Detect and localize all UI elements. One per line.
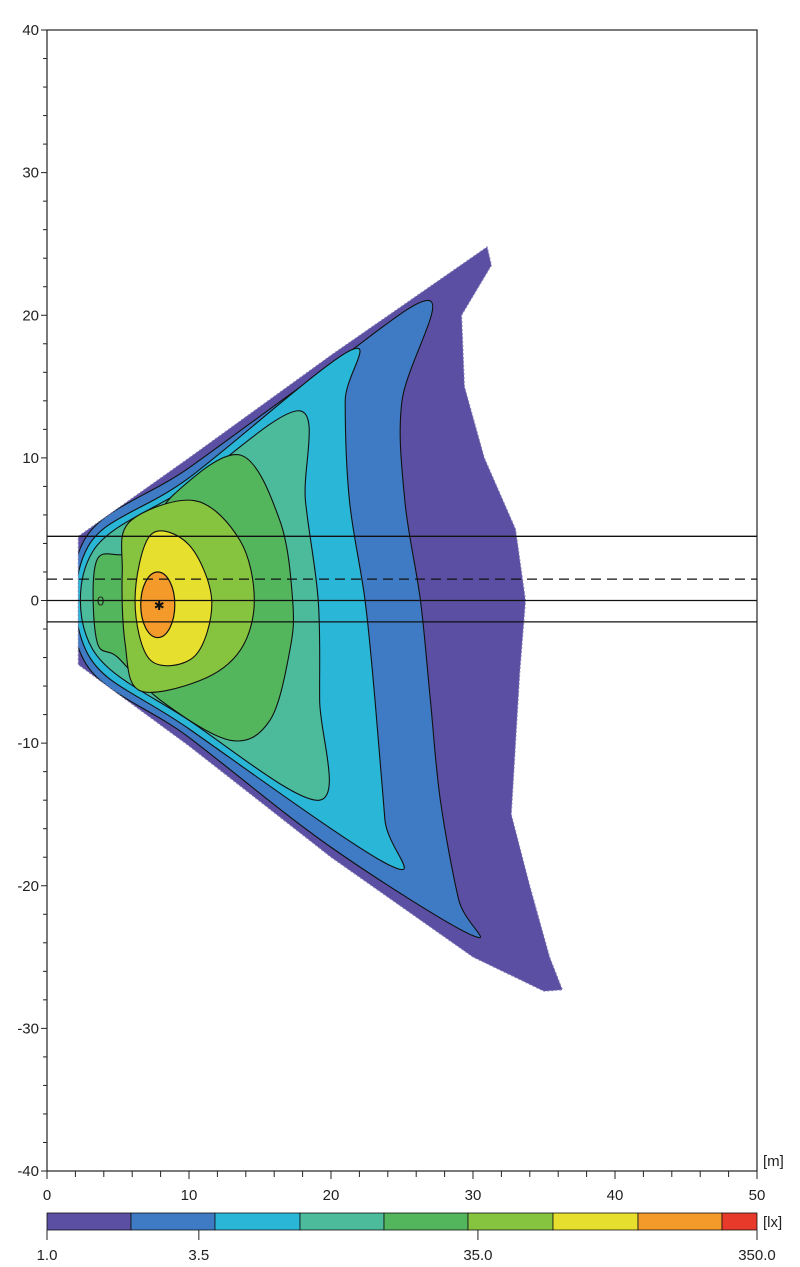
colorbar-unit: [lx] bbox=[763, 1214, 782, 1231]
x-axis-unit: [m] bbox=[763, 1153, 784, 1170]
reference-lines bbox=[47, 535, 757, 623]
colorbar-tick-label: 3.5 bbox=[188, 1247, 209, 1264]
contour-clip-group bbox=[78, 246, 563, 992]
y-tick-label: -30 bbox=[17, 1020, 39, 1037]
y-tick-label: 20 bbox=[22, 307, 39, 324]
y-tick-label: 30 bbox=[22, 165, 39, 182]
y-tick-label: -40 bbox=[17, 1163, 39, 1180]
x-tick-label: 40 bbox=[607, 1187, 624, 1204]
colorbar-segment bbox=[467, 1212, 554, 1231]
y-tick-label: 40 bbox=[22, 22, 39, 39]
colorbar-tick-label: 1.0 bbox=[37, 1247, 58, 1264]
colorbar-ticks: 1.0 3.5 35.0 350.0 bbox=[37, 1230, 776, 1264]
colorbar-segment bbox=[721, 1212, 758, 1231]
outer-boundary bbox=[77, 245, 564, 992]
colorbar-segment bbox=[637, 1212, 723, 1231]
y-tick-label: -20 bbox=[17, 878, 39, 895]
y-tick-label: -10 bbox=[17, 735, 39, 752]
peak-marker-icon: ✱ bbox=[154, 598, 165, 613]
colorbar-segment bbox=[383, 1212, 469, 1231]
colorbar bbox=[46, 1212, 758, 1231]
colorbar-segment bbox=[46, 1212, 132, 1231]
x-tick-label: 20 bbox=[323, 1187, 340, 1204]
y-tick-label: 10 bbox=[22, 450, 39, 467]
x-tick-label: 10 bbox=[181, 1187, 198, 1204]
x-tick-label: 0 bbox=[43, 1187, 51, 1204]
y-axis: -40 -30 -20 -10 0 10 20 30 40 bbox=[17, 22, 47, 1180]
colorbar-segment bbox=[299, 1212, 385, 1231]
contour-peak bbox=[140, 571, 176, 639]
colorbar-tick-label: 35.0 bbox=[463, 1247, 492, 1264]
x-tick-label: 30 bbox=[465, 1187, 482, 1204]
colorbar-segment bbox=[130, 1212, 216, 1231]
contour-fills: ✱0 bbox=[77, 245, 564, 992]
colorbar-tick-label: 350.0 bbox=[738, 1247, 776, 1264]
colorbar-segment bbox=[552, 1212, 639, 1231]
x-axis: 0 10 20 30 40 50 bbox=[43, 1171, 766, 1204]
colorbar-segment bbox=[214, 1212, 301, 1231]
y-tick-label: 0 bbox=[31, 593, 39, 610]
x-tick-label: 50 bbox=[749, 1187, 766, 1204]
